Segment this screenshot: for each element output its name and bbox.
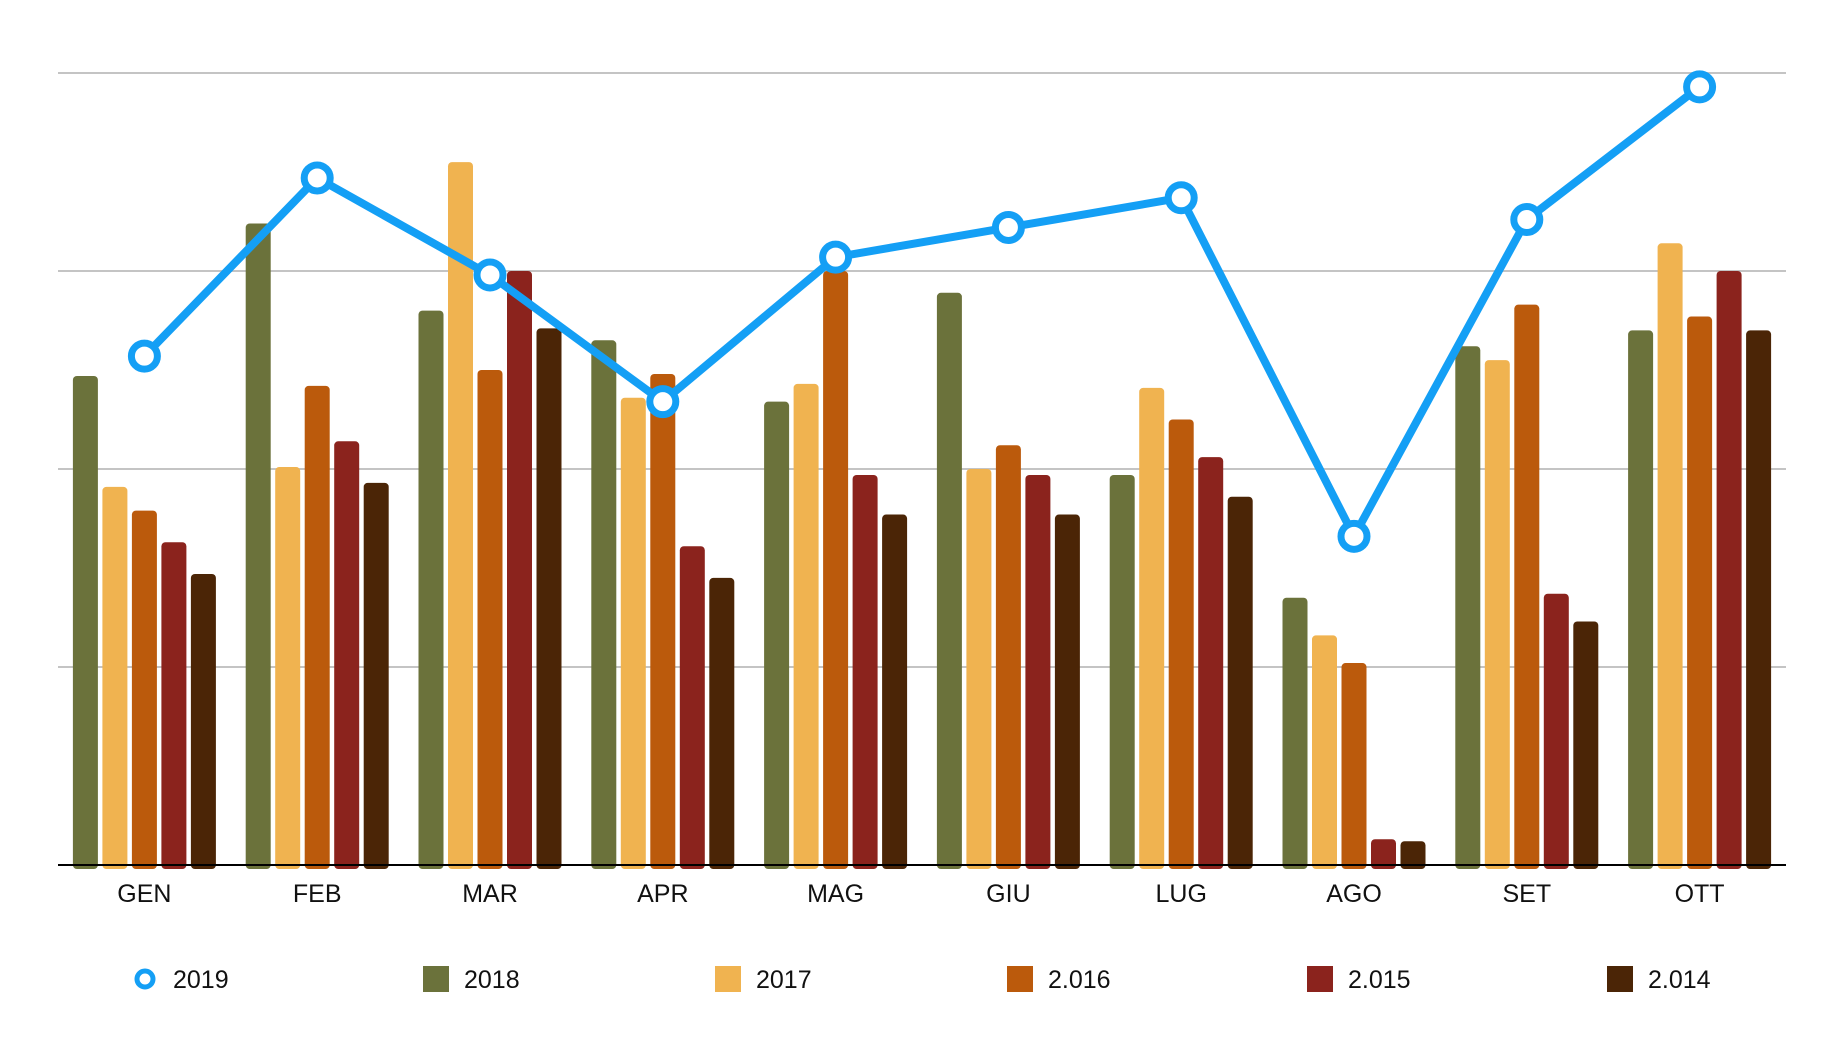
bar-2017-mar <box>448 162 473 870</box>
bar-marks <box>72 162 1772 870</box>
legend-label-2017: 2017 <box>756 966 812 994</box>
bar-2018-apr <box>591 340 617 869</box>
bar-2-015-feb <box>334 441 360 869</box>
legend-item-2017: 2017 <box>715 966 812 994</box>
legend-item-2-014: 2.014 <box>1607 966 1711 994</box>
bar-2-016-mag <box>823 271 849 869</box>
legend-label-2-014: 2.014 <box>1648 966 1711 994</box>
point-2019-set <box>1510 203 1544 237</box>
x-tick-label-ott: OTT <box>1675 880 1725 908</box>
bar-2017-lug <box>1139 387 1165 869</box>
bar-2-016-mar <box>477 370 503 869</box>
bar-2-014-set <box>1573 621 1599 869</box>
legend-item-2018: 2018 <box>423 966 520 994</box>
x-tick-label-mar: MAR <box>462 880 518 908</box>
bar-2-014-mar <box>536 328 562 869</box>
bar-2-014-apr <box>709 577 735 869</box>
bar-2018-ago <box>1282 597 1308 869</box>
line-series-2019 <box>127 70 1717 553</box>
legend-item-2019: 2019 <box>134 966 229 994</box>
legend-swatch-2-014 <box>1607 966 1633 992</box>
bar-2-014-gen <box>190 573 216 869</box>
legend-label-2018: 2018 <box>464 966 520 994</box>
bar-2017-feb <box>275 467 301 869</box>
x-tick-label-apr: APR <box>637 880 688 908</box>
bar-2018-mar <box>418 310 444 870</box>
bar-2-015-ott <box>1716 271 1742 869</box>
legend-item-2-015: 2.015 <box>1307 966 1411 994</box>
point-2019-feb <box>300 161 334 195</box>
bar-2018-gen <box>72 375 98 869</box>
bar-2-014-ott <box>1746 330 1772 869</box>
bar-2-015-set <box>1543 593 1569 869</box>
bar-2-014-lug <box>1227 496 1253 869</box>
x-tick-label-gen: GEN <box>117 880 171 908</box>
x-axis-tick-labels: GEN FEB MAR APR MAG GIU LUG AGO SET OTT <box>117 880 1724 908</box>
bar-2-015-apr <box>679 546 705 869</box>
x-tick-label-set: SET <box>1502 880 1551 908</box>
bar-2-014-feb <box>363 482 389 869</box>
bar-2-015-giu <box>1025 474 1051 869</box>
bar-2018-giu <box>936 292 962 869</box>
point-2019-gen <box>127 339 161 373</box>
bar-2017-mag <box>793 383 819 869</box>
point-2019-lug <box>1164 181 1198 215</box>
legend-swatch-2018 <box>423 966 449 992</box>
bar-2017-apr <box>620 397 646 869</box>
bar-2018-ott <box>1628 330 1654 869</box>
bar-2017-ago <box>1312 635 1337 869</box>
legend-label-2-016: 2.016 <box>1048 966 1111 994</box>
bar-2018-mag <box>764 401 790 869</box>
bar-2017-gen <box>102 486 128 869</box>
bar-2017-set <box>1484 360 1510 869</box>
bar-2-015-lug <box>1198 457 1224 869</box>
legend-swatch-2-016 <box>1007 966 1033 992</box>
bar-2017-giu <box>966 469 992 869</box>
legend-item-2-016: 2.016 <box>1007 966 1111 994</box>
bar-2-015-mag <box>852 474 878 869</box>
bar-2-015-mar <box>507 271 532 869</box>
legend-label-2019: 2019 <box>173 966 229 994</box>
bar-2-016-gen <box>131 510 157 869</box>
bar-2-016-apr <box>650 373 676 869</box>
legend-swatch-2019 <box>134 968 156 990</box>
x-tick-label-feb: FEB <box>293 880 342 908</box>
point-2019-mar <box>473 258 507 292</box>
legend-swatch-2017 <box>715 966 741 992</box>
bar-2-016-giu <box>995 445 1021 869</box>
bar-2-016-ago <box>1341 663 1367 869</box>
x-tick-label-lug: LUG <box>1155 880 1206 908</box>
bar-2-016-ott <box>1687 316 1713 869</box>
bar-2018-set <box>1455 346 1481 869</box>
legend: 2019 2018 2017 2.016 2.015 2.014 <box>134 966 1711 994</box>
point-2019-apr <box>646 385 680 419</box>
bar-2-016-feb <box>304 385 330 869</box>
line-2019 <box>140 82 1704 541</box>
bar-2-015-ago <box>1371 839 1396 869</box>
bar-2-014-giu <box>1054 514 1080 869</box>
point-2019-giu <box>991 210 1025 244</box>
x-tick-label-ago: AGO <box>1326 880 1382 908</box>
bar-2017-ott <box>1657 243 1683 869</box>
x-tick-label-mag: MAG <box>807 880 864 908</box>
bar-2018-lug <box>1109 474 1135 869</box>
bar-2018-feb <box>245 223 271 870</box>
legend-label-2-015: 2.015 <box>1348 966 1411 994</box>
bar-2-014-ago <box>1400 841 1426 869</box>
point-2019-ott <box>1683 70 1717 104</box>
bar-2-015-gen <box>161 542 187 869</box>
bar-2-014-mag <box>882 514 908 869</box>
point-2019-mag <box>819 240 853 274</box>
point-2019-ago <box>1337 519 1371 553</box>
legend-swatch-2-015 <box>1307 966 1333 992</box>
x-tick-label-giu: GIU <box>986 880 1030 908</box>
bar-2-016-set <box>1514 304 1540 869</box>
bar-2-016-lug <box>1168 419 1194 869</box>
